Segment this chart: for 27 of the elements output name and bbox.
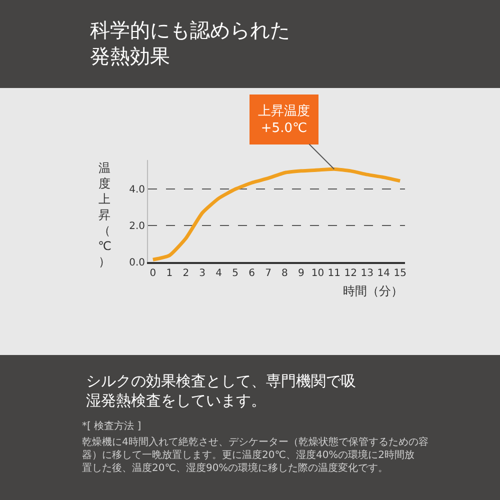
x-tick-label: 7 [265, 268, 272, 279]
x-tick-label: 4 [216, 268, 222, 279]
x-tick-label: 2 [182, 268, 190, 279]
chart-title: 科学的にも認められた発熱効果 [90, 18, 290, 68]
x-tick-label: 6 [248, 268, 255, 279]
x-tick-label: 5 [232, 268, 238, 279]
text: *[ 検査方法 ] [82, 420, 142, 432]
text: シルクの効果検査として、専門機関で吸湿発熱検査をしています。 [86, 372, 356, 410]
x-tick-label: 13 [360, 268, 374, 279]
y-tick-label: 0.0 [129, 258, 145, 268]
x-tick-label: 0 [150, 268, 156, 279]
y-axis-title: 温度上昇（℃） [98, 161, 112, 269]
x-tick-label: 15 [394, 268, 406, 279]
x-tick-label: 9 [298, 268, 304, 279]
x-tick-label: 12 [344, 268, 357, 279]
x-tick-label: 11 [328, 268, 341, 279]
x-tick-label: 1 [166, 268, 173, 279]
x-tick-label: 3 [199, 268, 206, 279]
x-tick-label: 14 [377, 268, 390, 279]
x-tick-label: 8 [282, 268, 288, 279]
x-axis-title: 時間（分） [343, 284, 403, 298]
text: 乾燥機に4時間入れて絶乾させ、デシケーター（乾燥状態で保管するための容器）に移して一晩放置します。更に温度20℃、湿度40%の環境に2時間放置した後、温度20℃、湿度90%の環境に移した際の温度変化です。 [82, 436, 428, 474]
y-tick-label: 2.0 [129, 221, 145, 232]
y-tick-label: 4.0 [129, 184, 145, 196]
annotation: 上昇温度 +5.0℃ [258, 103, 310, 136]
line-series [151, 167, 402, 262]
x-tick-label: 10 [311, 268, 324, 279]
